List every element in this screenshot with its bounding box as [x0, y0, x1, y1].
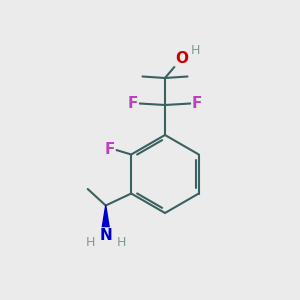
Text: H: H [85, 236, 95, 250]
Text: F: F [128, 96, 138, 111]
Text: O: O [175, 51, 188, 66]
Text: F: F [104, 142, 115, 158]
Text: F: F [192, 96, 202, 111]
Text: H: H [191, 44, 201, 58]
Text: H: H [117, 236, 126, 250]
Text: N: N [99, 228, 112, 243]
Polygon shape [101, 206, 110, 236]
